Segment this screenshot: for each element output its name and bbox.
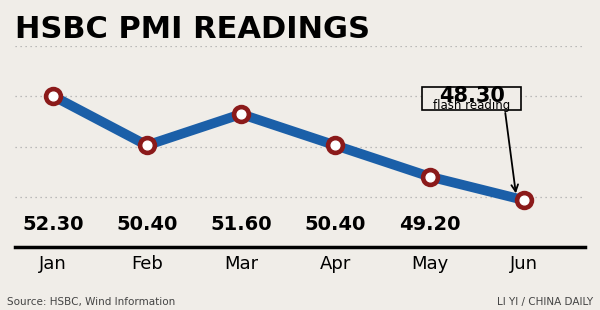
Text: 48.30: 48.30 — [439, 86, 505, 106]
Text: 49.20: 49.20 — [399, 215, 460, 234]
Text: 51.60: 51.60 — [211, 215, 272, 234]
Text: HSBC PMI READINGS: HSBC PMI READINGS — [15, 15, 370, 44]
Text: 50.40: 50.40 — [305, 215, 366, 234]
Text: Source: HSBC, Wind Information: Source: HSBC, Wind Information — [7, 297, 175, 307]
Text: flash reading: flash reading — [433, 99, 511, 112]
Text: LI YI / CHINA DAILY: LI YI / CHINA DAILY — [497, 297, 593, 307]
FancyBboxPatch shape — [422, 87, 521, 110]
Text: 52.30: 52.30 — [22, 215, 83, 234]
Text: 50.40: 50.40 — [116, 215, 178, 234]
